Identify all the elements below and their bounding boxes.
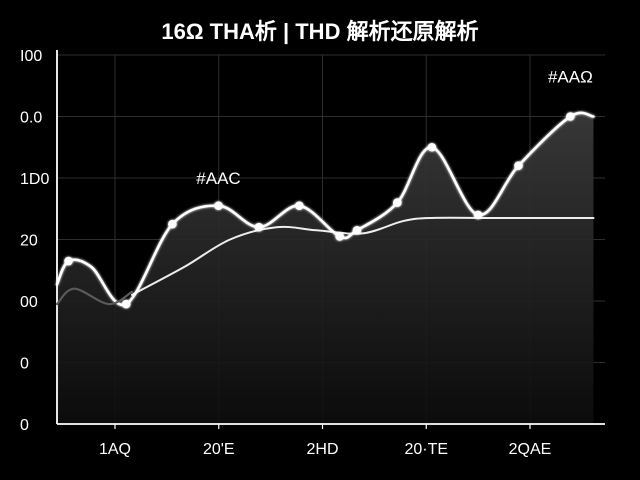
data-point [335,232,344,241]
series-lines [55,111,595,307]
data-point [294,201,304,210]
y-tick-label: 1D0 [20,171,49,188]
y-tick-label: I00 [20,48,42,65]
y-tick-label: 0 [20,417,29,434]
data-point [566,112,575,121]
axes [56,50,605,429]
data-point [254,222,264,232]
trend-line [130,216,595,296]
series-area [57,112,594,424]
x-tick-label: 2QAE [509,441,552,458]
y-tick-label: 20 [20,233,38,250]
data-point [393,198,402,207]
area-fill-layer [57,112,594,424]
y-tick-label: 0 [20,356,29,373]
series-line [55,111,595,307]
data-point [214,201,223,210]
y-tick-label: 0.0 [20,110,42,127]
data-point [64,256,73,266]
annotation-label: #AAC [196,169,240,188]
x-tick-label: 20'E [203,441,235,458]
data-point [121,299,131,309]
data-point [514,161,523,170]
data-point [473,210,483,220]
x-tick-label: 20·TE [404,441,448,458]
data-point [427,142,437,152]
data-point [352,225,362,235]
series-markers [64,112,575,309]
annotations: #AAC #AAΩ [196,68,593,188]
annotation-label: #AAΩ [548,68,593,87]
dim-series-line [55,287,134,306]
y-tick-label: 00 [20,294,38,311]
x-tick-label: 1AQ [99,441,131,458]
chart-title: 16Ω THA析 | THD 解析还原解析 [161,19,479,44]
data-point [168,219,177,229]
x-tick-label: 2HD [306,441,338,458]
